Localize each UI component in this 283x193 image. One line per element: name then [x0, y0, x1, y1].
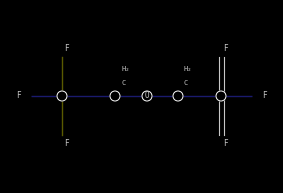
- Circle shape: [216, 91, 226, 101]
- Text: F: F: [223, 139, 228, 148]
- Text: F: F: [64, 139, 68, 148]
- Text: H₂: H₂: [122, 66, 130, 72]
- Text: F: F: [64, 44, 68, 53]
- Text: F: F: [262, 91, 267, 101]
- Circle shape: [173, 91, 183, 101]
- Circle shape: [57, 91, 67, 101]
- Text: F: F: [16, 91, 21, 101]
- Circle shape: [142, 91, 152, 101]
- Circle shape: [110, 91, 120, 101]
- Text: C: C: [122, 80, 126, 86]
- Text: F: F: [223, 44, 228, 53]
- Text: H₂: H₂: [183, 66, 192, 72]
- Text: C: C: [183, 80, 187, 86]
- Text: O: O: [145, 91, 149, 101]
